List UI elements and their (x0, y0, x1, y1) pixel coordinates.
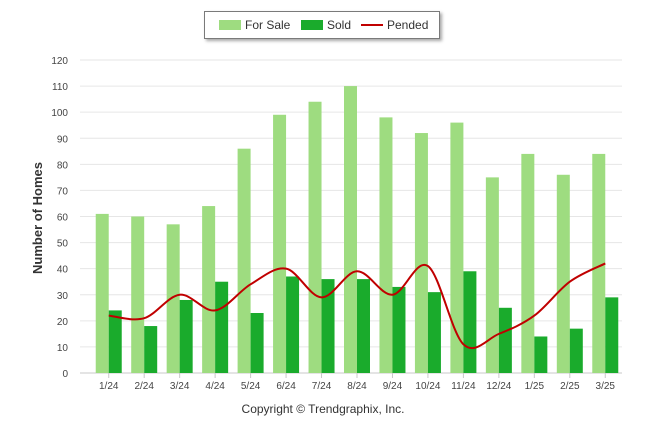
bar-for-sale (166, 224, 180, 373)
bar-for-sale (521, 153, 535, 373)
legend-swatch-for-sale (219, 20, 241, 30)
bar-for-sale (450, 122, 464, 373)
legend-label-for-sale[interactable]: For Sale (245, 18, 291, 32)
y-tick-label: 40 (57, 265, 69, 276)
copyright-footer: Copyright © Trendgraphix, Inc. (241, 402, 405, 416)
y-tick-label: 90 (57, 134, 69, 145)
bar-sold (357, 279, 370, 373)
bars (95, 86, 619, 374)
bar-sold (427, 292, 441, 373)
bar-sold (392, 286, 406, 373)
y-tick-label: 100 (51, 108, 68, 119)
x-tick-label: 5/24 (241, 381, 261, 392)
x-tick-label: 3/25 (596, 381, 616, 392)
bar-sold (250, 313, 264, 373)
bar-for-sale (485, 177, 499, 373)
x-tick-label: 1/25 (525, 381, 545, 392)
bar-sold (605, 297, 619, 373)
legend-label-pended[interactable]: Pended (387, 18, 429, 32)
pended-line (108, 262, 606, 350)
x-tick-label: 8/24 (347, 381, 367, 392)
bar-sold (498, 307, 512, 373)
x-tick-label: 9/24 (383, 381, 403, 392)
bar-sold (569, 328, 583, 373)
bar-sold (534, 336, 548, 373)
legend-swatch-pended (361, 24, 383, 26)
y-tick-label: 30 (57, 291, 69, 302)
y-tick-label: 110 (52, 82, 68, 93)
x-axis-ticks: 1/24 2/24 3/24 4/24 5/24 6/24 7/24 8/24 9/24 10/2… (99, 373, 615, 392)
bar-sold (321, 279, 335, 373)
bar-for-sale (273, 114, 287, 374)
bar-sold (144, 326, 158, 373)
bar-for-sale (556, 174, 570, 373)
x-tick-label: 10/24 (415, 381, 440, 392)
x-tick-label: 3/24 (170, 381, 190, 392)
x-tick-label: 4/24 (205, 381, 225, 392)
legend-swatch-sold (301, 20, 323, 30)
bar-for-sale (237, 148, 251, 373)
y-tick-label: 120 (51, 56, 68, 67)
x-tick-label: 7/24 (312, 381, 332, 392)
x-tick-label: 2/25 (560, 381, 580, 392)
x-tick-label: 6/24 (276, 381, 296, 392)
y-tick-label: 70 (57, 186, 69, 197)
bar-for-sale (344, 86, 357, 373)
legend: For Sale Sold Pended (204, 11, 440, 39)
bar-for-sale (592, 153, 606, 373)
y-axis-label: Number of Homes (30, 162, 45, 274)
bar-for-sale (379, 117, 393, 373)
legend-label-sold[interactable]: Sold (327, 18, 352, 32)
x-tick-label: 11/24 (451, 381, 476, 392)
y-tick-label: 60 (57, 213, 69, 224)
bar-for-sale (414, 133, 428, 373)
bar-sold (463, 271, 477, 373)
bar-for-sale (202, 206, 216, 373)
bar-for-sale (95, 213, 109, 373)
bar-sold (215, 281, 229, 373)
bar-sold (179, 299, 193, 373)
y-tick-label: 10 (57, 343, 69, 354)
y-tick-label: 50 (57, 239, 69, 250)
y-axis-ticks: 0 10 20 30 40 50 60 70 80 90 100 110 120 (51, 56, 68, 380)
x-tick-label: 1/24 (99, 381, 119, 392)
pended-line-layer (108, 262, 606, 350)
bar-sold (108, 310, 122, 373)
bar-for-sale (308, 101, 322, 373)
y-tick-label: 80 (57, 160, 69, 171)
bar-for-sale (131, 216, 145, 373)
x-tick-label: 12/24 (486, 381, 511, 392)
x-tick-label: 2/24 (134, 381, 154, 392)
y-tick-label: 0 (62, 369, 68, 380)
bar-sold (286, 276, 300, 373)
y-tick-label: 20 (57, 317, 69, 328)
